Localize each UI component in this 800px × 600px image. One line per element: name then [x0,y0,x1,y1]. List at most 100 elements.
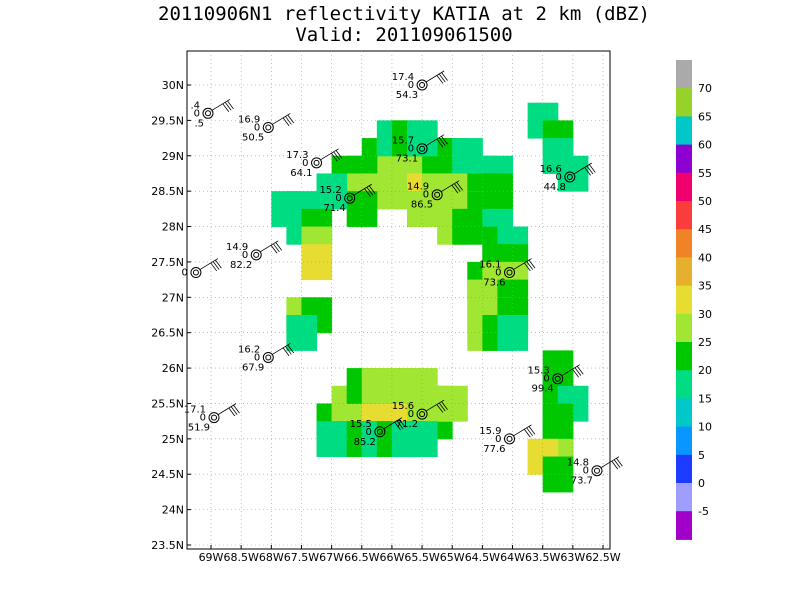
x-tick-label: 66W [379,551,404,564]
station-dot [419,411,426,418]
station-lower-value: 73.6 [483,278,505,289]
station-ring [311,157,323,169]
plot-frame [186,50,611,550]
wind-barb-feather [436,138,444,148]
colorbar-label: 35 [698,280,712,293]
wind-barb-feather [611,460,619,470]
station-lower-value: 77.6 [483,444,505,455]
wind-barb [425,70,445,83]
station-upper-value: 15.6 [392,401,414,412]
chart-subtitle: Valid: 201109061500 [295,24,512,46]
station-ring [504,433,516,445]
wind-barb-feather [215,259,222,269]
y-tick-label: 30N [162,79,184,92]
wind-barb-feather [394,421,401,431]
station-lower-value: 99.4 [532,384,554,395]
station-lower-value: 71.2 [396,419,418,430]
colorbar-swatch [676,342,692,371]
station-lower-value: 54.3 [396,90,418,101]
wind-barb-feather [287,114,295,124]
station-lower-value: 73.1 [396,154,418,165]
station-marker: 015.9 77.6 [479,424,536,455]
wind-barb-feather [287,344,295,354]
station-lower-value: 85.2 [354,437,376,448]
colorbar-swatch [676,511,692,540]
station-zero: 0 [423,190,429,201]
station-lower-value: 86.5 [411,200,433,211]
y-tick-label: 29.5N [151,114,184,127]
station-marker: 015.7 73.1 [392,134,448,165]
wind-barb [573,162,593,175]
station-zero: 0 [495,434,501,445]
wind-barb-feather [584,167,591,176]
reflectivity-cell [286,315,318,351]
colorbar-label: 10 [698,421,712,434]
station-dot [554,375,561,382]
station-dot [506,269,513,276]
station-upper-value: 15.3 [528,366,550,377]
colorbar-label: 40 [698,251,712,264]
wind-barb-feather [574,367,582,376]
station-upper-value: 16.9 [238,114,260,125]
station-zero: 0 [335,193,341,204]
wind-barb-feather [524,429,531,438]
station-ring [202,107,214,119]
colorbar-label: 50 [698,195,712,208]
colorbar-swatch [676,88,692,117]
gridlines [187,51,610,549]
colorbar-label: 60 [698,139,712,152]
wind-barb-feather [212,261,220,270]
station-lower-value: 51.9 [188,423,210,434]
station-marker: 015.6 71.2 [392,399,448,430]
x-tick-label: 68.5W [223,551,258,564]
x-tick-label: 62.5W [585,551,620,564]
station-ring [208,412,220,424]
colorbar-label: 70 [698,82,712,95]
wind-barb-feather [270,245,278,254]
station-ring [262,351,274,363]
x-tick-label: 64.5W [465,551,500,564]
wind-barb-feather [396,420,404,429]
wind-barb-feather [526,261,533,270]
colorbar-label: 65 [698,110,712,123]
y-tick-label: 23.5N [151,539,184,552]
wind-barb-feather [586,165,594,175]
stations: 017.454.30.4.5 016.950.5015.773.1017.364.… [182,70,623,487]
wind-barb-feather [230,406,238,415]
wind-barb-feather [436,75,444,84]
wind-barb [320,148,339,161]
wind-barb-feather [438,137,446,146]
station-dot [419,82,426,88]
station-dot [253,251,260,258]
station-zero: 0 [543,374,549,385]
y-axis-ticks: 23.5N 24N 24.5N 25N 25.5N 26N 26.5N 27N 27.5N 28N… [151,79,191,552]
wind-barb-feather [222,103,230,112]
station-marker: 017.4 54.3 [392,70,448,101]
wind-barb-feather [399,419,406,428]
station-marker: 016.6 44.8 [540,162,596,193]
station-zero: 0 [583,466,589,477]
wind-barb [425,134,445,147]
station-dot [265,354,272,361]
station-marker: 014.8 73.7 [567,456,623,487]
wind-barb-feather [228,407,236,417]
x-tick-label: 69W [199,551,224,564]
colorbar-label: 0 [698,477,705,490]
y-tick-label: 24.5N [151,468,184,481]
station-zero: 0 [555,172,561,183]
y-tick-label: 28N [162,221,184,234]
station-lower-value: .5 [194,118,204,129]
colorbar-swatch [676,285,692,315]
x-tick-label: 68W [259,551,284,564]
station-marker: 0.4 .5 [190,98,234,129]
x-tick-label: 64W [500,551,525,564]
station-upper-value: .4 [190,100,200,111]
station-dot [566,174,573,180]
wind-barb-feather [368,185,376,195]
station-marker: 014.9 86.5 [407,180,463,211]
station-zero: 0 [254,122,260,133]
station-marker: 014.9 82.2 [226,240,283,271]
station-upper-value: 16.6 [540,164,562,175]
colorbar-swatch [676,313,692,343]
station-lower-value: 71.4 [323,203,345,214]
